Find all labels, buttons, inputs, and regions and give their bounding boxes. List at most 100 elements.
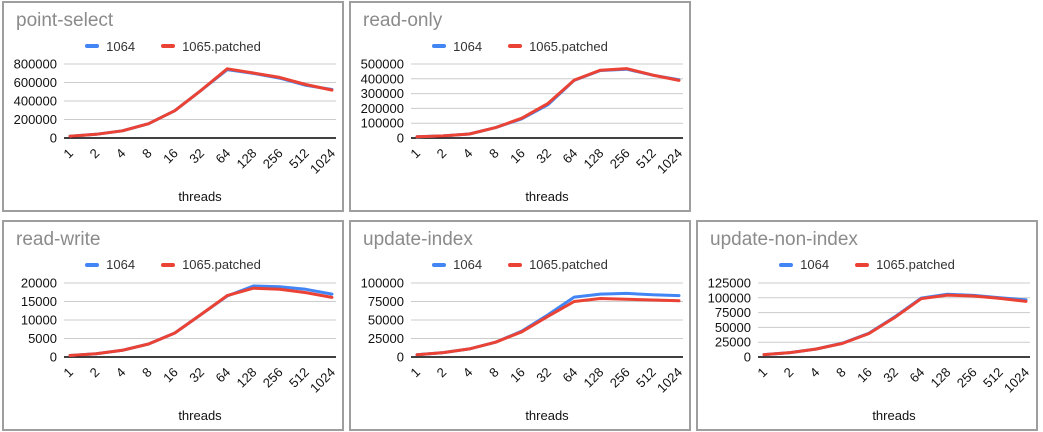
- svg-text:100000: 100000: [361, 116, 404, 131]
- svg-text:75000: 75000: [715, 305, 751, 320]
- svg-text:16: 16: [507, 364, 528, 385]
- legend-item: 1064: [85, 39, 135, 54]
- svg-text:1: 1: [60, 146, 76, 162]
- svg-text:256: 256: [260, 146, 286, 172]
- legend-swatch-icon: [85, 44, 100, 48]
- legend-swatch-icon: [508, 262, 523, 267]
- svg-text:600000: 600000: [14, 75, 57, 90]
- svg-text:300000: 300000: [361, 86, 404, 101]
- empty-cell: [696, 1, 1038, 214]
- legend-item: 1064: [432, 257, 482, 272]
- svg-text:4: 4: [807, 364, 823, 380]
- chart-legend: 1064 1065.patched: [351, 257, 689, 273]
- svg-text:50000: 50000: [368, 312, 404, 327]
- svg-text:400000: 400000: [14, 94, 57, 109]
- plot-area: 0 200000 400000 600000 800000 1 2 4 8 16 32 64 128 25…: [14, 57, 339, 205]
- svg-text:2: 2: [87, 146, 103, 162]
- svg-text:200000: 200000: [14, 112, 57, 127]
- svg-text:16: 16: [854, 364, 875, 385]
- svg-text:400000: 400000: [361, 71, 404, 86]
- legend-item: 1065.patched: [855, 257, 955, 272]
- svg-text:256: 256: [607, 146, 633, 172]
- svg-text:200000: 200000: [361, 101, 404, 116]
- svg-text:500000: 500000: [361, 57, 404, 72]
- legend-swatch-icon: [779, 262, 794, 267]
- legend-swatch-icon: [432, 44, 447, 48]
- svg-text:0: 0: [397, 349, 404, 364]
- svg-text:8: 8: [833, 364, 849, 380]
- legend-item: 1065.patched: [508, 39, 608, 54]
- svg-text:64: 64: [906, 364, 927, 385]
- legend-label: 1064: [800, 257, 830, 272]
- svg-text:16: 16: [507, 146, 528, 167]
- svg-text:128: 128: [234, 364, 260, 390]
- svg-text:75000: 75000: [368, 294, 404, 309]
- svg-text:100000: 100000: [708, 290, 751, 305]
- svg-text:16: 16: [160, 364, 181, 385]
- svg-text:1024: 1024: [1001, 364, 1032, 395]
- svg-text:2: 2: [87, 364, 103, 380]
- legend-label: 1064: [453, 38, 483, 54]
- svg-text:32: 32: [186, 364, 207, 385]
- svg-text:20000: 20000: [21, 275, 57, 290]
- legend-swatch-icon: [432, 262, 447, 267]
- chart-title: point-select: [16, 10, 114, 31]
- svg-text:32: 32: [186, 146, 207, 167]
- svg-text:64: 64: [559, 146, 580, 167]
- chart-update-non-index: update-non-index 1064 1065.patched 0 25000…: [696, 219, 1038, 431]
- svg-text:0: 0: [50, 349, 57, 364]
- svg-text:256: 256: [607, 364, 633, 390]
- legend-swatch-icon: [85, 262, 100, 267]
- svg-text:2: 2: [434, 146, 450, 162]
- svg-text:64: 64: [559, 364, 580, 385]
- svg-text:10000: 10000: [21, 312, 57, 327]
- svg-text:4: 4: [460, 146, 476, 162]
- legend-label: 1065.patched: [182, 257, 261, 272]
- svg-text:1: 1: [60, 364, 76, 380]
- svg-text:2: 2: [434, 364, 450, 380]
- chart-title: read-write: [16, 228, 101, 250]
- chart-read-only: read-only 1064 1065.patched 0 100000 200000…: [349, 1, 691, 212]
- svg-text:1: 1: [754, 364, 770, 380]
- chart-legend: 1064 1065.patched: [698, 257, 1036, 273]
- svg-text:1: 1: [407, 146, 423, 162]
- svg-text:1024: 1024: [654, 364, 685, 395]
- legend-item: 1064: [432, 39, 482, 54]
- svg-text:2: 2: [781, 364, 797, 380]
- svg-text:8: 8: [139, 364, 155, 380]
- svg-text:32: 32: [533, 146, 554, 167]
- svg-text:256: 256: [954, 364, 980, 390]
- chart-legend: 1064 1065.patched: [351, 38, 689, 54]
- svg-text:8: 8: [139, 146, 155, 162]
- svg-text:0: 0: [744, 349, 751, 364]
- legend-label: 1064: [106, 38, 136, 54]
- svg-text:32: 32: [533, 364, 554, 385]
- svg-text:25000: 25000: [715, 334, 751, 349]
- chart-read-write: read-write 1064 1065.patched 0 5000 10000 15…: [2, 219, 344, 431]
- svg-text:128: 128: [234, 146, 260, 172]
- svg-text:threads: threads: [178, 408, 222, 423]
- svg-text:800000: 800000: [14, 57, 57, 72]
- svg-text:8: 8: [486, 146, 502, 162]
- chart-title: update-index: [363, 228, 473, 250]
- legend-item: 1065.patched: [161, 39, 261, 54]
- legend-label: 1064: [453, 257, 483, 272]
- svg-text:128: 128: [581, 364, 607, 390]
- svg-text:128: 128: [928, 364, 954, 390]
- svg-text:1: 1: [407, 364, 423, 380]
- svg-text:4: 4: [460, 364, 476, 380]
- svg-text:5000: 5000: [28, 331, 57, 346]
- svg-text:128: 128: [581, 146, 607, 172]
- svg-text:32: 32: [880, 364, 901, 385]
- svg-text:4: 4: [113, 364, 129, 380]
- svg-text:threads: threads: [872, 408, 916, 423]
- chart-update-index: update-index 1064 1065.patched 0 25000 5000…: [349, 219, 691, 431]
- legend-item: 1064: [85, 257, 135, 272]
- legend-label: 1064: [106, 257, 136, 272]
- svg-text:100000: 100000: [361, 275, 404, 290]
- chart-point-select: point-select 1064 1065.patched 0 200000 400…: [2, 1, 344, 212]
